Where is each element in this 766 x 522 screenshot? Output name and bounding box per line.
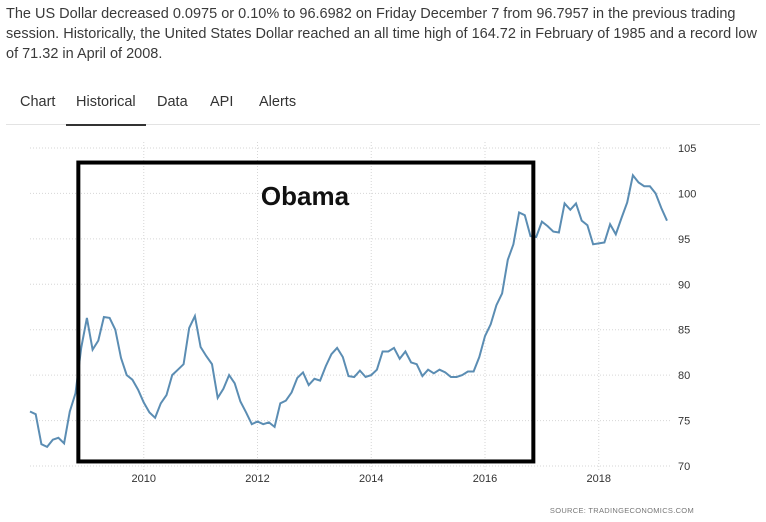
tab-chart[interactable]: Chart bbox=[20, 94, 56, 110]
annotation-box bbox=[76, 160, 536, 464]
x-tick-label: 2016 bbox=[473, 473, 497, 485]
y-tick-label: 85 bbox=[678, 325, 690, 337]
tab-historical[interactable]: Historical bbox=[66, 94, 146, 126]
y-tick-label: 80 bbox=[678, 370, 690, 382]
y-tick-label: 75 bbox=[678, 416, 690, 428]
y-tick-label: 90 bbox=[678, 279, 690, 291]
grid-lines bbox=[30, 142, 671, 470]
y-tick-label: 95 bbox=[678, 234, 690, 246]
x-tick-label: 2018 bbox=[587, 473, 611, 485]
y-tick-label: 100 bbox=[678, 188, 696, 200]
tab-alerts[interactable]: Alerts bbox=[259, 94, 297, 110]
tab-data[interactable]: Data bbox=[157, 94, 188, 110]
x-tick-label: 2012 bbox=[245, 473, 269, 485]
y-axis-ticks: 70 75 80 85 90 95 100 105 bbox=[678, 143, 696, 473]
description-text: The US Dollar decreased 0.0975 or 0.10% … bbox=[6, 6, 757, 62]
annotation-label: Obama bbox=[261, 181, 350, 211]
x-tick-label: 2010 bbox=[132, 473, 156, 485]
series-line-usd bbox=[29, 173, 668, 449]
x-tick-label: 2014 bbox=[359, 473, 383, 485]
source-label: SOURCE: TRADINGECONOMICS.COM bbox=[550, 506, 694, 515]
x-axis-ticks: 2010 2012 2014 2016 2018 bbox=[132, 473, 611, 485]
y-tick-label: 105 bbox=[678, 143, 696, 155]
tab-api[interactable]: API bbox=[210, 94, 234, 110]
tab-bar: Chart Historical Data API Alerts bbox=[6, 88, 760, 126]
y-tick-label: 70 bbox=[678, 461, 690, 473]
